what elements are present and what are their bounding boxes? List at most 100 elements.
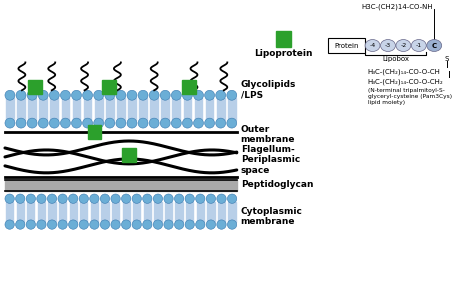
Bar [165,202,172,222]
Bar [228,202,236,222]
Bar [195,98,202,120]
Ellipse shape [427,39,442,51]
Circle shape [79,194,89,203]
Bar [123,202,130,222]
Circle shape [164,220,173,229]
Circle shape [100,220,109,229]
Circle shape [105,90,115,100]
Ellipse shape [396,39,411,51]
Text: Protein: Protein [334,43,358,49]
Circle shape [60,118,70,128]
Bar [275,31,292,47]
Circle shape [116,118,126,128]
Circle shape [174,220,184,229]
Circle shape [16,90,26,100]
Bar [144,202,151,222]
Text: -2: -2 [400,43,407,48]
Circle shape [69,220,78,229]
Text: Cytoplasmic
membrane: Cytoplasmic membrane [241,207,302,226]
Bar [186,202,193,222]
Circle shape [58,220,67,229]
Circle shape [149,90,159,100]
Bar [38,202,45,222]
Circle shape [26,194,36,203]
Bar [183,98,191,120]
Bar [59,202,66,222]
Bar [5,202,237,222]
Text: C: C [432,43,437,49]
Bar [48,202,55,222]
Circle shape [5,220,14,229]
Text: Peptidoglycan: Peptidoglycan [241,180,313,189]
Circle shape [182,90,192,100]
Circle shape [143,220,152,229]
Bar [84,98,91,120]
Circle shape [47,194,57,203]
Circle shape [94,90,104,100]
Circle shape [47,220,57,229]
Bar [112,202,119,222]
Circle shape [105,118,115,128]
Bar [17,98,25,120]
FancyBboxPatch shape [328,38,365,53]
Circle shape [49,118,59,128]
Bar [150,98,158,120]
Bar [5,98,237,120]
Circle shape [38,118,48,128]
Circle shape [127,90,137,100]
Circle shape [216,90,226,100]
Circle shape [16,220,25,229]
Text: S: S [445,56,449,62]
Bar [128,98,136,120]
Circle shape [164,194,173,203]
Circle shape [16,118,26,128]
Circle shape [38,90,48,100]
Bar [28,80,42,94]
Bar [117,98,125,120]
Bar [106,98,114,120]
Circle shape [69,194,78,203]
Circle shape [121,194,131,203]
Circle shape [217,194,226,203]
Circle shape [216,118,226,128]
Bar [139,98,147,120]
Circle shape [116,90,126,100]
Circle shape [143,194,152,203]
Circle shape [138,118,148,128]
Bar [182,80,196,94]
Circle shape [27,118,37,128]
Text: Outer
membrane: Outer membrane [241,125,295,144]
Circle shape [206,194,216,203]
Bar [228,98,236,120]
Circle shape [132,220,141,229]
Bar [5,180,237,191]
Bar [50,98,58,120]
Circle shape [5,194,14,203]
Text: -3: -3 [385,43,391,48]
Circle shape [193,90,203,100]
Circle shape [127,118,137,128]
Text: Glycolipids
/LPS: Glycolipids /LPS [241,80,296,100]
Circle shape [5,90,15,100]
Bar [101,202,109,222]
Text: H3C-(CH2)14-CO-NH: H3C-(CH2)14-CO-NH [361,4,433,10]
Bar [175,202,183,222]
Circle shape [90,194,99,203]
Circle shape [228,220,237,229]
Text: Flagellum-
Periplasmic
space: Flagellum- Periplasmic space [241,145,300,175]
Circle shape [171,118,181,128]
Bar [173,98,180,120]
Circle shape [196,194,205,203]
Circle shape [37,220,46,229]
Circle shape [5,118,15,128]
Bar [80,202,87,222]
Text: H₃C-(CH₂)₁₄-CO-O-CH: H₃C-(CH₂)₁₄-CO-O-CH [367,68,440,75]
Bar [17,202,24,222]
Bar [91,202,98,222]
Circle shape [153,220,163,229]
Circle shape [171,90,181,100]
Circle shape [227,118,237,128]
Text: -4: -4 [369,43,376,48]
Bar [70,202,77,222]
Text: H₃C-(CH₂)₁₄-CO-O-CH₂: H₃C-(CH₂)₁₄-CO-O-CH₂ [367,78,443,85]
